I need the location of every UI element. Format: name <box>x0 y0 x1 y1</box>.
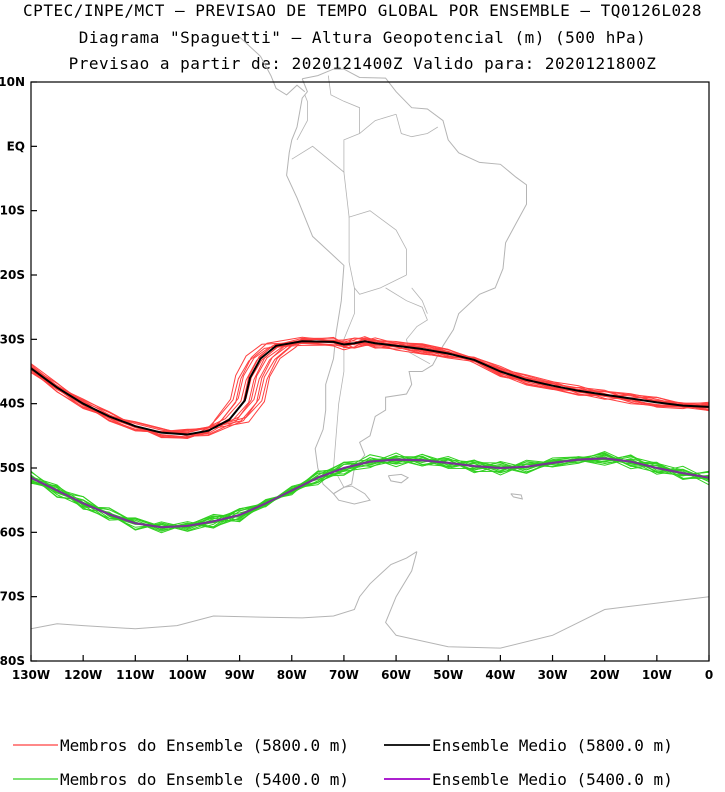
mean-5800-line <box>30 340 710 436</box>
country-border-8 <box>395 114 439 138</box>
member-5800-line <box>30 337 710 439</box>
x-tick-label: 130W <box>12 668 50 682</box>
y-tick-label: 30S <box>0 332 25 346</box>
mean-5400-shadow-line <box>30 457 710 529</box>
legend-label-members-5400: Membros do Ensemble (5400.0 m) <box>60 770 349 789</box>
member-5800-line <box>30 340 710 433</box>
x-tick-label: 120W <box>64 668 102 682</box>
south-america-outline <box>286 68 527 495</box>
legend-label-members-5800: Membros do Ensemble (5800.0 m) <box>60 736 349 755</box>
x-tick-label: 40W <box>485 668 515 682</box>
member-5800-line <box>30 337 710 434</box>
chart-subtitle-dates: Previsao a partir de: 2020121400Z Valido… <box>68 54 657 73</box>
y-tick-label: 20S <box>0 268 25 282</box>
country-border-7 <box>327 75 360 134</box>
y-tick-label: 40S <box>0 397 25 411</box>
chart-title-line-1: CPTEC/INPE/MCT – PREVISAO DE TEMPO GLOBA… <box>23 1 702 20</box>
legend: Membros do Ensemble (5800.0 m) Ensemble … <box>13 736 673 789</box>
member-5800-line <box>30 337 710 437</box>
member-5800-line <box>30 338 710 435</box>
antarctica-coast-east <box>385 551 710 649</box>
member-5800-line <box>30 338 710 434</box>
y-tick-label: 80S <box>0 654 25 668</box>
member-5400-line <box>30 458 710 528</box>
x-tick-label: 30W <box>538 668 568 682</box>
y-tick-label: EQ <box>7 139 25 153</box>
member-5800-line <box>30 336 710 433</box>
member-5800-line <box>30 337 710 439</box>
member-5800-line <box>30 340 710 436</box>
basemap <box>30 36 710 649</box>
x-tick-label: 0 <box>705 668 713 682</box>
x-tick-label: 100W <box>168 668 206 682</box>
member-5800-line <box>30 337 710 434</box>
legend-item-mean-5800: Ensemble Medio (5800.0 m) <box>384 736 673 755</box>
x-tick-label: 110W <box>116 668 154 682</box>
y-tick-label: 70S <box>0 590 25 604</box>
country-border-6 <box>411 287 428 314</box>
y-tick-label: 60S <box>0 525 25 539</box>
country-border-1 <box>291 113 397 173</box>
tierra-del-fuego-outline <box>332 485 371 505</box>
y-tick-label: 10N <box>0 75 25 89</box>
country-border-4 <box>333 287 355 488</box>
member-5800-line <box>30 336 710 435</box>
y-tick-label: 10S <box>0 204 25 218</box>
country-border-9 <box>296 94 308 141</box>
legend-label-mean-5800: Ensemble Medio (5800.0 m) <box>432 736 673 755</box>
axes: 130W 120W 110W 100W 90W 80W 70W 60W 50W 40W 30W 20W… <box>0 75 713 682</box>
country-border-2 <box>343 172 407 275</box>
y-tick-label: 50S <box>0 461 25 475</box>
legend-item-members-5800: Membros do Ensemble (5800.0 m) <box>13 736 349 755</box>
chart-title-line-2: Diagrama "Spaguetti" – Altura Geopotenci… <box>78 28 647 47</box>
x-tick-label: 70W <box>329 668 359 682</box>
x-tick-label: 50W <box>433 668 463 682</box>
legend-item-mean-5400: Ensemble Medio (5400.0 m) <box>384 770 673 789</box>
south-georgia-outline <box>510 493 524 500</box>
member-5800-line <box>30 339 710 438</box>
antarctica-coast-west <box>30 551 418 630</box>
x-tick-label: 90W <box>225 668 255 682</box>
falkland-islands-outline <box>387 473 410 484</box>
legend-item-members-5400: Membros do Ensemble (5400.0 m) <box>13 770 349 789</box>
central-america-outline <box>239 36 306 96</box>
x-tick-label: 60W <box>381 668 411 682</box>
member-5800-line <box>30 339 710 439</box>
plot-frame <box>30 81 710 662</box>
member-5400-line <box>30 458 710 528</box>
x-tick-label: 10W <box>642 668 672 682</box>
x-tick-label: 20W <box>590 668 620 682</box>
country-border-3 <box>348 217 407 295</box>
member-5400-line <box>30 457 710 528</box>
x-tick-label: 80W <box>277 668 307 682</box>
legend-label-mean-5400: Ensemble Medio (5400.0 m) <box>432 770 673 789</box>
mean-5400-line <box>30 457 710 529</box>
ensemble-means <box>30 340 710 529</box>
